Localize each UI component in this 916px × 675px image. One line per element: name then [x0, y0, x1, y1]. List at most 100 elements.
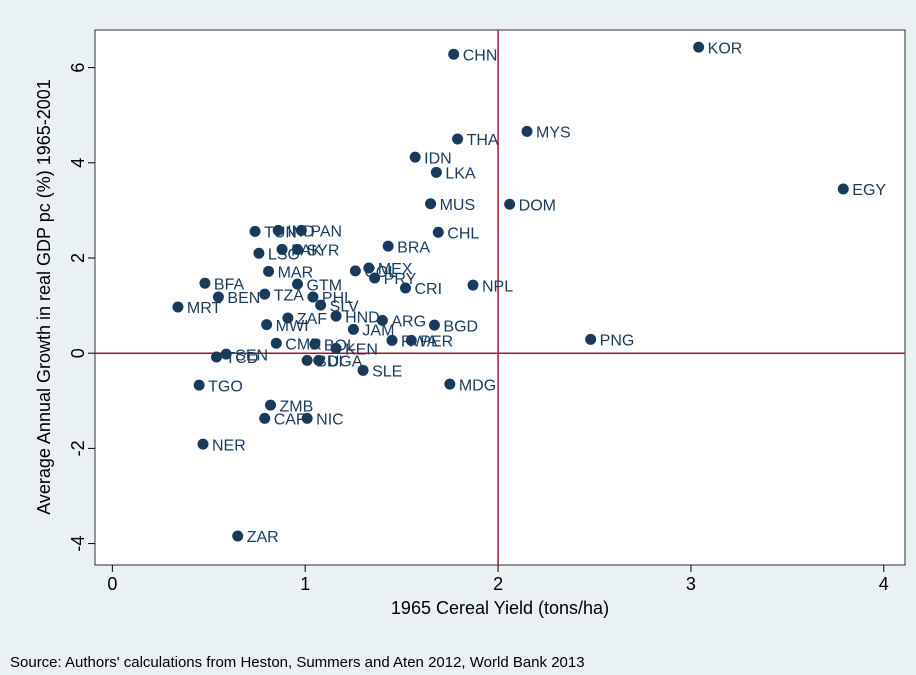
point-label: PHL: [322, 290, 353, 307]
point-label: EGY: [852, 182, 886, 199]
point: [432, 226, 444, 238]
point: [292, 243, 303, 255]
point-label: BFA: [214, 276, 245, 293]
point: [504, 198, 516, 210]
point: [276, 243, 288, 255]
x-tick-label: 2: [493, 574, 503, 594]
point-label: NIC: [316, 412, 344, 429]
point: [253, 247, 265, 259]
point: [400, 282, 411, 294]
point-label: ZAF: [297, 311, 327, 328]
point-label: MAR: [278, 265, 314, 282]
y-tick-label: 0: [68, 348, 88, 358]
point-label: HND: [345, 309, 380, 326]
point-label: PER: [420, 334, 453, 351]
point-label: KEN: [345, 342, 378, 359]
point: [295, 224, 307, 236]
point-label: UGA: [328, 354, 363, 371]
point: [315, 299, 327, 311]
point-label: SYR: [307, 243, 340, 260]
point-label: LKA: [445, 166, 476, 183]
point-label: CHL: [447, 226, 479, 243]
point-label: MYS: [536, 125, 571, 142]
point: [232, 530, 244, 542]
point-label: ZMB: [280, 398, 314, 415]
point: [382, 240, 394, 252]
point: [837, 183, 849, 195]
point-label: ZAR: [247, 529, 279, 546]
point-label: PNG: [600, 333, 635, 350]
x-axis-label: 1965 Cereal Yield (tons/ha): [391, 598, 609, 618]
point: [199, 277, 211, 289]
point: [263, 265, 275, 277]
point-label: BRA: [397, 239, 430, 256]
point-label: RWA: [401, 334, 438, 351]
point: [309, 338, 321, 350]
point: [376, 314, 388, 326]
point-label: MRT: [187, 300, 222, 317]
point: [448, 48, 460, 60]
point-label: NPL: [482, 278, 513, 295]
point-label: PAN: [310, 224, 342, 241]
point-label: MEX: [378, 261, 413, 278]
point-label: BEN: [227, 290, 260, 307]
point-label: BOL: [324, 337, 356, 354]
point-label: SLE: [372, 364, 402, 381]
point-label: TGO: [208, 378, 243, 395]
plot-area: [94, 29, 906, 566]
point: [330, 310, 342, 322]
point: [272, 224, 284, 236]
point: [386, 334, 398, 346]
point-label: IDN: [424, 150, 452, 167]
point: [270, 337, 282, 349]
point: [211, 351, 222, 363]
point-label: GTM: [307, 277, 343, 294]
point: [330, 342, 342, 354]
point: [363, 262, 375, 274]
point-label: JAM: [362, 323, 394, 340]
point-label: MWI: [276, 318, 309, 335]
point: [369, 272, 381, 284]
point-label: MDG: [459, 377, 496, 394]
point: [292, 278, 303, 290]
point: [197, 438, 209, 450]
point-label: NER: [212, 437, 246, 454]
point: [313, 354, 325, 366]
point: [193, 379, 205, 391]
y-tick-label: 4: [68, 158, 88, 168]
x-tick-label: 1: [300, 574, 310, 594]
point: [259, 288, 271, 300]
point: [220, 348, 232, 360]
point: [347, 323, 359, 335]
point: [693, 41, 705, 53]
point: [249, 225, 261, 237]
x-tick-label: 0: [107, 574, 117, 594]
point: [301, 412, 313, 424]
point: [357, 364, 369, 376]
point: [307, 291, 319, 303]
point: [585, 333, 597, 345]
point: [521, 125, 533, 137]
point-label: BDI: [316, 354, 343, 371]
point: [405, 334, 417, 346]
point: [452, 133, 464, 145]
point: [172, 301, 184, 313]
point-label: PRY: [384, 271, 417, 288]
point: [425, 198, 437, 210]
y-tick-label: 6: [68, 63, 88, 73]
point-label: MUS: [440, 197, 476, 214]
point: [444, 378, 456, 390]
y-tick-label: -2: [68, 440, 88, 456]
source-note: Source: Authors' calculations from Hesto…: [10, 654, 585, 671]
point: [349, 265, 361, 277]
point-label: BGD: [443, 318, 478, 335]
point: [428, 319, 440, 331]
point: [261, 319, 273, 331]
point-label: ARG: [391, 314, 426, 331]
point: [430, 166, 442, 178]
point: [265, 399, 276, 411]
point-label: TCD: [226, 350, 259, 367]
point: [259, 412, 271, 424]
point-label: CAF: [274, 412, 306, 429]
